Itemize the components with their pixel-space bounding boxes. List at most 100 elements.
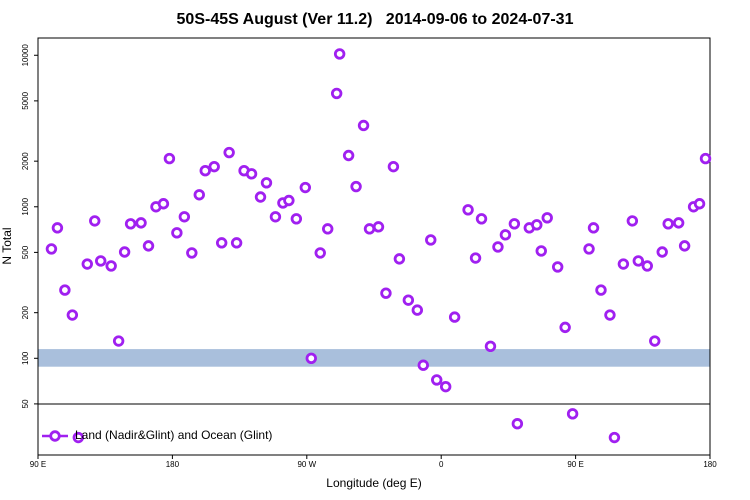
- point: [45, 243, 58, 255]
- point: [425, 234, 437, 246]
- point: [171, 227, 183, 239]
- point: [269, 211, 282, 223]
- point: [656, 246, 668, 258]
- point: [260, 177, 273, 189]
- point: [641, 260, 653, 272]
- point: [604, 309, 616, 321]
- x-tick-label: 90 E: [567, 460, 583, 469]
- point: [672, 217, 685, 229]
- point: [163, 152, 176, 165]
- band: [38, 349, 710, 367]
- point: [535, 245, 547, 257]
- point: [299, 181, 312, 194]
- point: [448, 311, 461, 323]
- point: [105, 260, 117, 272]
- y-tick-label: 5000: [21, 91, 30, 109]
- point: [632, 255, 645, 267]
- point: [678, 240, 691, 252]
- point: [81, 258, 93, 270]
- legend-label: Land (Nadir&Glint) and Ocean (Glint): [75, 428, 272, 442]
- point: [693, 198, 706, 210]
- point: [208, 160, 220, 173]
- point: [230, 237, 243, 249]
- point: [417, 359, 429, 371]
- point: [587, 222, 600, 234]
- point: [254, 191, 267, 203]
- y-tick-label: 500: [21, 245, 30, 259]
- point: [499, 229, 512, 241]
- point: [333, 48, 346, 60]
- point: [402, 294, 415, 306]
- point: [223, 146, 235, 159]
- point: [118, 246, 131, 258]
- point: [431, 374, 443, 386]
- point: [551, 261, 564, 273]
- x-tick-label: 90 E: [30, 460, 46, 469]
- y-tick-label: 1000: [21, 197, 30, 215]
- y-tick-label: 2000: [21, 152, 30, 170]
- point: [372, 221, 385, 233]
- y-tick-label: 50: [21, 399, 30, 408]
- point: [350, 180, 362, 193]
- point: [566, 408, 579, 420]
- point: [112, 335, 125, 347]
- plot-frame: [37, 37, 711, 456]
- point: [626, 215, 639, 227]
- point: [475, 213, 488, 225]
- point: [439, 380, 452, 393]
- point: [178, 211, 191, 223]
- point: [411, 304, 424, 316]
- point: [462, 204, 474, 216]
- point: [469, 252, 482, 264]
- point: [484, 340, 497, 352]
- point: [193, 189, 205, 201]
- point: [387, 160, 400, 173]
- point: [330, 87, 343, 100]
- point: [124, 218, 137, 230]
- point: [649, 335, 661, 347]
- x-axis-label: Longitude (deg E): [326, 476, 421, 490]
- x-tick-label: 0: [439, 460, 444, 469]
- point: [59, 284, 71, 296]
- legend-marker: [49, 430, 61, 442]
- point: [215, 237, 228, 249]
- point: [492, 241, 504, 253]
- point: [89, 215, 101, 227]
- x-tick-label: 180: [703, 460, 717, 469]
- point: [66, 309, 79, 321]
- point: [142, 240, 155, 252]
- point: [595, 284, 607, 296]
- point: [380, 287, 392, 299]
- point: [51, 222, 64, 234]
- point: [608, 431, 621, 444]
- point: [305, 352, 317, 364]
- point: [511, 418, 524, 430]
- y-tick-label: 100: [21, 351, 30, 365]
- point: [314, 247, 326, 259]
- point: [72, 431, 85, 444]
- point: [186, 247, 198, 259]
- point: [617, 258, 630, 270]
- point: [541, 212, 553, 224]
- x-tick-label: 180: [166, 460, 180, 469]
- point: [699, 152, 712, 165]
- y-axis-label: N Total: [0, 227, 14, 264]
- point: [393, 253, 406, 265]
- y-tick-label: 10000: [21, 44, 30, 67]
- point: [531, 219, 543, 231]
- x-tick-label: 90 W: [297, 460, 316, 469]
- point: [135, 217, 147, 229]
- point: [290, 213, 303, 225]
- point: [559, 321, 571, 334]
- point: [157, 198, 170, 210]
- point: [342, 149, 355, 162]
- point: [357, 119, 370, 132]
- point: [245, 168, 258, 180]
- y-tick-label: 200: [21, 305, 30, 319]
- point: [95, 255, 107, 267]
- point: [199, 165, 211, 177]
- point: [662, 218, 674, 230]
- point: [508, 218, 521, 230]
- point: [322, 223, 334, 235]
